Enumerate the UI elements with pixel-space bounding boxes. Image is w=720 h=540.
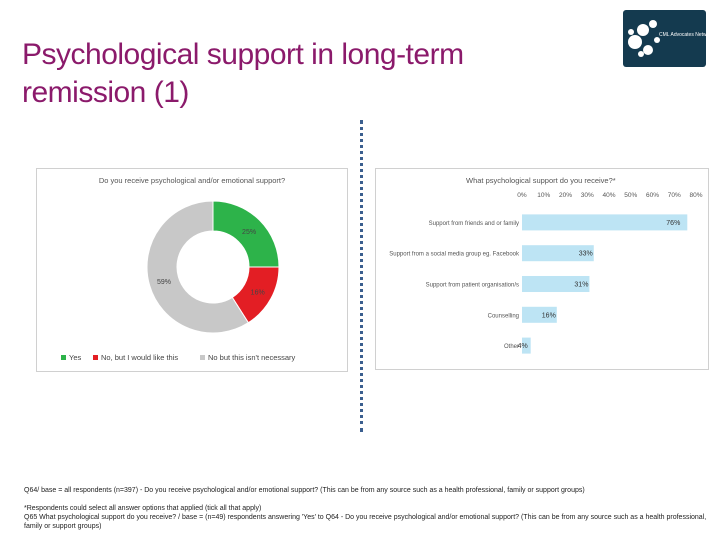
legend-swatch xyxy=(61,355,66,360)
title-line-1: Psychological support in long-term xyxy=(22,38,464,71)
bar xyxy=(522,337,531,354)
bar-data-label: 33% xyxy=(579,251,593,258)
legend-swatch xyxy=(200,355,205,360)
bar xyxy=(522,275,590,293)
bar-chart: What psychological support do you receiv… xyxy=(389,176,703,354)
bar-data-label: 76% xyxy=(666,220,680,227)
donut-slice-2 xyxy=(146,200,250,334)
page-title: Psychological support in long-term remis… xyxy=(22,36,542,112)
bar xyxy=(522,214,688,231)
footnote-q65: Q65 What psychological support do you re… xyxy=(24,514,707,530)
legend-label: Yes xyxy=(69,353,81,362)
logo-text: CML Advocates Network xyxy=(659,32,714,38)
footnote-multi-select: *Respondents could select all answer opt… xyxy=(24,505,262,512)
x-tick-label: 80% xyxy=(689,192,702,199)
bar-data-label: 16% xyxy=(542,312,556,319)
bar-data-label: 31% xyxy=(574,282,588,289)
donut-data-label: 59% xyxy=(157,279,171,286)
footnote-q64: Q64/ base = all respondents (n=397) - Do… xyxy=(24,487,585,494)
category-label: Other xyxy=(504,344,519,350)
donut-data-label: 16% xyxy=(251,290,265,297)
x-tick-label: 40% xyxy=(602,192,615,199)
bar xyxy=(522,245,594,262)
bar-chart-panel: What psychological support do you receiv… xyxy=(375,168,709,370)
x-tick-label: 20% xyxy=(559,192,572,199)
x-tick-label: 60% xyxy=(646,192,659,199)
bar-data-label: 4% xyxy=(518,343,528,350)
category-label: Support from a social media group eg. Fa… xyxy=(389,252,520,258)
x-tick-label: 0% xyxy=(517,192,527,199)
donut-chart-panel: Do you receive psychological and/or emot… xyxy=(36,168,348,372)
category-label: Support from patient organisation/s xyxy=(426,283,519,289)
x-tick-label: 10% xyxy=(537,192,550,199)
x-tick-label: 50% xyxy=(624,192,637,199)
category-label: Counselling xyxy=(488,313,519,319)
panel-divider xyxy=(360,120,366,432)
bar xyxy=(522,306,557,323)
donut-chart-title: Do you receive psychological and/or emot… xyxy=(99,176,285,185)
legend-swatch xyxy=(93,355,98,360)
donut-chart: Do you receive psychological and/or emot… xyxy=(61,176,296,362)
category-label: Support from friends and or family xyxy=(429,221,519,227)
logo-bubbles-icon xyxy=(628,20,660,57)
legend-label: No but this isn't necessary xyxy=(208,353,296,362)
x-tick-label: 30% xyxy=(581,192,594,199)
title-line-2: remission (1) xyxy=(22,76,189,109)
logo: CML Advocates Network xyxy=(623,10,714,67)
legend-label: No, but I would like this xyxy=(101,353,178,362)
donut-data-label: 25% xyxy=(242,229,256,236)
bar-chart-title: What psychological support do you receiv… xyxy=(466,176,616,185)
x-tick-label: 70% xyxy=(668,192,681,199)
